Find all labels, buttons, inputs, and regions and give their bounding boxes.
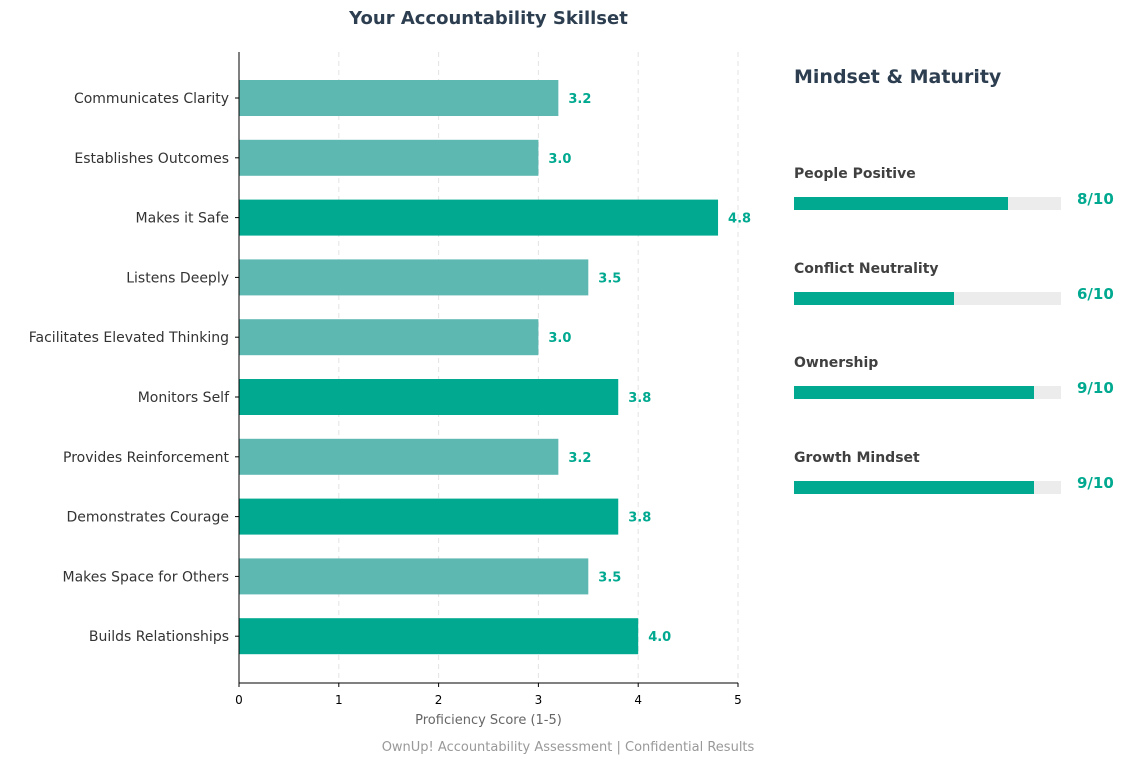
bar <box>239 438 559 475</box>
x-tick-label: 5 <box>734 693 742 707</box>
bar <box>239 379 619 415</box>
y-tick-label: Makes Space for Others <box>63 569 229 585</box>
metric-score: 8/10 <box>1077 190 1114 208</box>
metric-score: 6/10 <box>1077 284 1114 303</box>
data-label: 3.5 <box>598 271 621 286</box>
metric-fill <box>794 197 1008 210</box>
bar <box>239 319 539 356</box>
y-tick-label: Builds Relationships <box>89 629 229 645</box>
metric-track <box>794 386 1061 399</box>
y-tick-label: Demonstrates Courage <box>67 510 229 526</box>
footer-text: OwnUp! Accountability Assessment | Confi… <box>381 740 755 755</box>
x-tick-label: 0 <box>235 693 243 707</box>
y-tick-label: Listens Deeply <box>126 270 229 286</box>
data-label: 3.0 <box>548 331 571 346</box>
skillset-bar-chart: 3.2 Communicates Clarity 3.0 Establishes Ou… <box>29 52 751 728</box>
metric-score: 9/10 <box>1077 473 1114 492</box>
x-tick-label: 1 <box>335 693 343 707</box>
data-label: 4.8 <box>728 212 751 227</box>
y-tick-label: Establishes Outcomes <box>74 151 229 167</box>
bar <box>239 498 619 535</box>
metric-label: Growth Mindset <box>794 449 920 466</box>
y-tick-label: Provides Reinforcement <box>63 450 229 466</box>
data-label: 3.8 <box>628 391 651 406</box>
data-label: 4.0 <box>648 630 671 645</box>
panel-title: Mindset & Maturity <box>794 66 1002 88</box>
bar <box>239 139 539 176</box>
metric-label: Conflict Neutrality <box>794 260 939 277</box>
bar <box>239 199 719 236</box>
metric-track <box>794 197 1061 210</box>
data-label: 3.8 <box>628 511 651 526</box>
y-tick-label: Facilitates Elevated Thinking <box>29 330 229 346</box>
data-label: 3.2 <box>568 92 591 107</box>
x-tick-label: 3 <box>535 693 543 707</box>
data-label: 3.5 <box>598 570 621 585</box>
data-label: 3.2 <box>568 451 591 466</box>
metric-fill <box>794 386 1035 399</box>
y-tick-label: Monitors Self <box>138 390 230 406</box>
bar <box>239 259 589 296</box>
x-tick-label: 4 <box>634 693 642 707</box>
x-axis-label: Proficiency Score (1-5) <box>415 713 562 728</box>
x-tick-label: 2 <box>435 693 443 707</box>
y-tick-label: Communicates Clarity <box>74 91 229 107</box>
bar <box>239 80 559 116</box>
metric-track <box>794 291 1061 305</box>
bar <box>239 618 639 655</box>
metric-fill <box>794 291 955 305</box>
metric-track <box>794 480 1061 494</box>
metric-label: Ownership <box>794 355 879 371</box>
metric-label: People Positive <box>794 166 916 182</box>
chart-title: Your Accountability Skillset <box>349 8 628 29</box>
y-tick-label: Makes it Safe <box>136 211 229 227</box>
metric-fill <box>794 480 1035 494</box>
bar <box>239 558 589 595</box>
data-label: 3.0 <box>548 152 571 167</box>
metric-score: 9/10 <box>1077 379 1114 397</box>
